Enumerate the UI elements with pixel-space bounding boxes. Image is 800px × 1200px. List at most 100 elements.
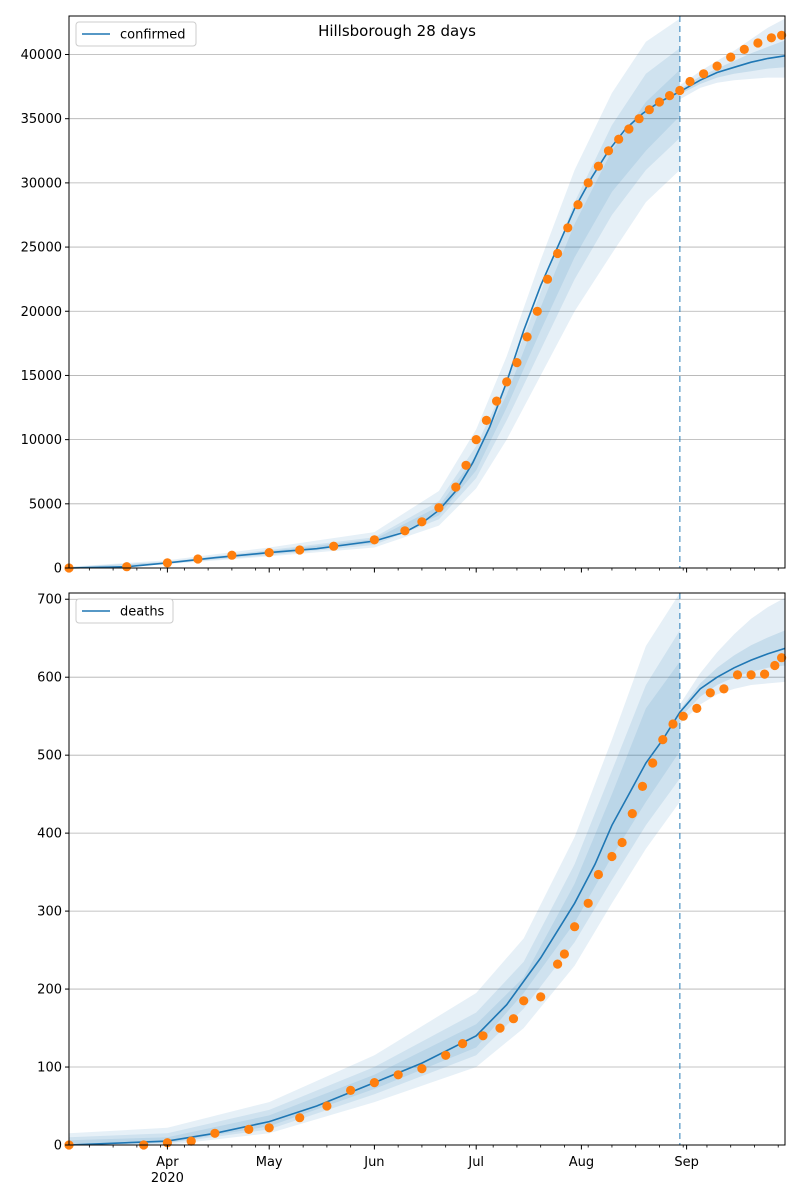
- axes-frame: [68, 15, 786, 569]
- observed-point: [699, 69, 709, 79]
- observed-point: [668, 719, 678, 729]
- observed-point: [583, 178, 593, 188]
- observed-point: [400, 526, 410, 536]
- observed-point: [692, 703, 702, 714]
- y-tick-label: 5000: [29, 497, 62, 512]
- observed-point: [732, 670, 743, 680]
- observed-point: [760, 669, 770, 679]
- observed-point: [614, 134, 624, 144]
- observed-point: [461, 460, 471, 470]
- y-tick-label: 0: [54, 562, 62, 577]
- observed-point: [536, 992, 546, 1002]
- observed-point: [417, 1064, 427, 1074]
- observed-point: [570, 922, 580, 932]
- observed-point: [393, 1070, 403, 1080]
- y-tick-label: 600: [37, 671, 62, 686]
- observed-point: [502, 377, 512, 387]
- observed-point: [481, 415, 491, 425]
- observed-point: [617, 837, 627, 848]
- deaths-panel: 0 100 200 300 400 500 600 700 Apr May Jun Jul Aug Sep…: [37, 592, 787, 1186]
- observed-point: [553, 248, 563, 259]
- observed-point: [542, 274, 553, 284]
- model-line: [68, 647, 786, 1146]
- observed-point: [434, 503, 444, 513]
- observed-point: [369, 1078, 379, 1088]
- observed-point: [678, 711, 688, 721]
- observed-point: [519, 996, 529, 1006]
- observed-point: [295, 1113, 305, 1123]
- observed-point: [634, 114, 644, 124]
- y-tick-label: 100: [37, 1061, 62, 1076]
- observed-point: [573, 200, 583, 210]
- observed-point: [522, 332, 532, 342]
- observed-point: [593, 161, 604, 171]
- observed-point: [777, 653, 787, 663]
- axes-frame: [68, 592, 786, 1146]
- observed-point: [186, 1136, 196, 1146]
- observed-point: [705, 688, 715, 698]
- observed-point: [685, 76, 695, 87]
- y-tick-label: 35000: [21, 112, 62, 127]
- observed-point: [512, 358, 522, 368]
- observed-point: [264, 1123, 274, 1133]
- observed-point: [162, 558, 172, 568]
- observed-point: [766, 33, 777, 43]
- observed-point: [746, 670, 756, 680]
- observed-point: [495, 1023, 505, 1033]
- observed-point: [193, 554, 203, 564]
- observed-point: [210, 1128, 220, 1138]
- observed-point: [244, 1124, 254, 1134]
- observed-point: [665, 91, 675, 101]
- x-tick-label: Jun: [363, 1155, 384, 1170]
- x-tick-label: Apr: [156, 1155, 179, 1170]
- observed-point: [553, 959, 563, 969]
- x-tick-label: May: [256, 1155, 283, 1170]
- observed-point: [563, 223, 573, 233]
- observed-point: [593, 869, 604, 880]
- observed-point: [322, 1101, 332, 1111]
- observed-point: [712, 61, 722, 71]
- observed-point: [644, 105, 654, 115]
- observed-point: [648, 758, 658, 768]
- confirmed-panel: 0 5000 10000 15000 20000 25000 30000 35000 40000…: [21, 15, 787, 577]
- observed-point: [658, 735, 668, 745]
- observed-point: [122, 562, 132, 572]
- y-tick-label: 0: [54, 1139, 62, 1154]
- y-tick-label: 40000: [21, 48, 62, 63]
- observed-point: [329, 541, 339, 551]
- observed-point: [770, 660, 780, 671]
- observed-point: [583, 898, 593, 908]
- observed-point: [369, 535, 379, 545]
- observed-point: [739, 44, 749, 55]
- y-tick-label: 200: [37, 983, 62, 998]
- observed-point: [532, 306, 542, 316]
- x-tick-label: Aug: [569, 1155, 594, 1170]
- chart-title: Hillsborough 28 days: [318, 22, 476, 40]
- observed-point: [492, 396, 502, 406]
- observed-point: [719, 684, 729, 694]
- observed-point: [559, 949, 570, 959]
- observed-point: [295, 545, 305, 555]
- observed-point: [603, 146, 614, 156]
- observed-point: [654, 97, 665, 107]
- observed-point: [607, 851, 617, 862]
- observed-point: [675, 85, 685, 96]
- observed-point: [441, 1050, 451, 1060]
- observed-point: [451, 482, 461, 492]
- y-tick-label: 20000: [21, 305, 62, 320]
- x-year-label: 2020: [151, 1171, 184, 1186]
- y-tick-label: 700: [37, 593, 62, 608]
- observed-point: [637, 781, 648, 792]
- y-tick-label: 25000: [21, 241, 62, 256]
- observed-point: [471, 435, 481, 445]
- observed-point: [726, 52, 736, 62]
- legend-label: deaths: [120, 605, 165, 620]
- band-middle: [69, 48, 680, 569]
- band-outer: [69, 18, 680, 569]
- y-tick-label: 500: [37, 749, 62, 764]
- forecast-band-inner: [679, 630, 785, 718]
- legend: deaths: [75, 598, 174, 624]
- y-tick-label: 15000: [21, 369, 62, 384]
- observed-point: [624, 124, 634, 134]
- model-line: [68, 55, 786, 569]
